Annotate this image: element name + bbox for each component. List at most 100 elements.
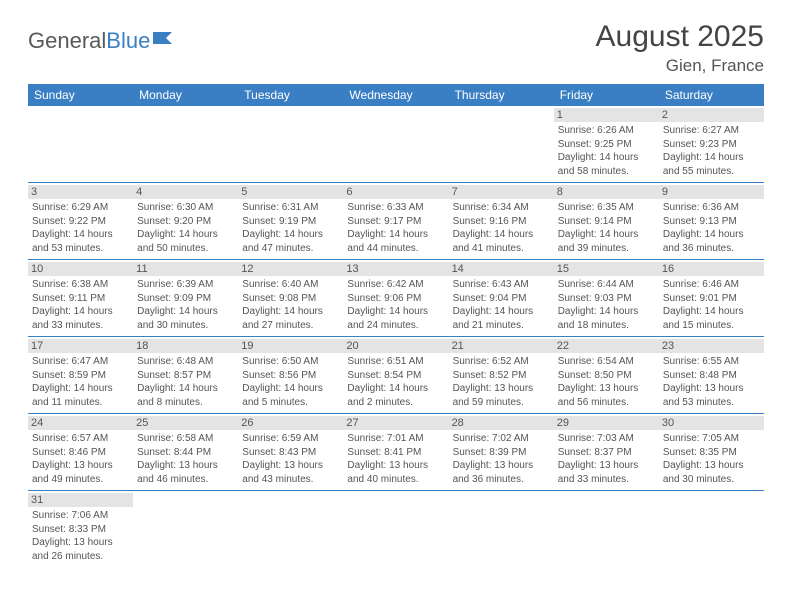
- calendar-cell: 29Sunrise: 7:03 AMSunset: 8:37 PMDayligh…: [554, 414, 659, 491]
- daylight-text: and 21 minutes.: [453, 319, 550, 333]
- sunset-text: Sunset: 9:03 PM: [558, 292, 655, 306]
- sunrise-text: Sunrise: 6:43 AM: [453, 278, 550, 292]
- sunrise-text: Sunrise: 7:02 AM: [453, 432, 550, 446]
- daylight-text: and 44 minutes.: [347, 242, 444, 256]
- daylight-text: Daylight: 14 hours: [32, 228, 129, 242]
- daylight-text: and 58 minutes.: [558, 165, 655, 179]
- calendar-cell: 10Sunrise: 6:38 AMSunset: 9:11 PMDayligh…: [28, 260, 133, 337]
- day-number: 3: [28, 185, 133, 199]
- calendar-cell: 5Sunrise: 6:31 AMSunset: 9:19 PMDaylight…: [238, 183, 343, 260]
- calendar-week: 24Sunrise: 6:57 AMSunset: 8:46 PMDayligh…: [28, 414, 764, 491]
- sunset-text: Sunset: 8:41 PM: [347, 446, 444, 460]
- sunset-text: Sunset: 8:39 PM: [453, 446, 550, 460]
- daylight-text: and 53 minutes.: [663, 396, 760, 410]
- day-header: Tuesday: [238, 84, 343, 106]
- sunset-text: Sunset: 9:25 PM: [558, 138, 655, 152]
- day-number: 5: [238, 185, 343, 199]
- sunrise-text: Sunrise: 6:39 AM: [137, 278, 234, 292]
- day-header: Saturday: [659, 84, 764, 106]
- day-number: 11: [133, 262, 238, 276]
- calendar-cell: [343, 491, 448, 568]
- sunrise-text: Sunrise: 6:27 AM: [663, 124, 760, 138]
- day-number: 15: [554, 262, 659, 276]
- day-number: 2: [659, 108, 764, 122]
- sunset-text: Sunset: 9:04 PM: [453, 292, 550, 306]
- day-header: Friday: [554, 84, 659, 106]
- daylight-text: and 15 minutes.: [663, 319, 760, 333]
- calendar-cell: 23Sunrise: 6:55 AMSunset: 8:48 PMDayligh…: [659, 337, 764, 414]
- sunset-text: Sunset: 8:44 PM: [137, 446, 234, 460]
- calendar-cell: 27Sunrise: 7:01 AMSunset: 8:41 PMDayligh…: [343, 414, 448, 491]
- location: Gien, France: [596, 56, 764, 76]
- day-number: 14: [449, 262, 554, 276]
- calendar-cell: [28, 106, 133, 183]
- daylight-text: Daylight: 13 hours: [242, 459, 339, 473]
- calendar-cell: [449, 106, 554, 183]
- daylight-text: Daylight: 13 hours: [663, 382, 760, 396]
- calendar-cell: [238, 491, 343, 568]
- day-number: 22: [554, 339, 659, 353]
- sunset-text: Sunset: 9:11 PM: [32, 292, 129, 306]
- sunset-text: Sunset: 9:01 PM: [663, 292, 760, 306]
- daylight-text: and 59 minutes.: [453, 396, 550, 410]
- daylight-text: and 30 minutes.: [663, 473, 760, 487]
- sunset-text: Sunset: 9:13 PM: [663, 215, 760, 229]
- daylight-text: Daylight: 13 hours: [453, 382, 550, 396]
- calendar-cell: 14Sunrise: 6:43 AMSunset: 9:04 PMDayligh…: [449, 260, 554, 337]
- daylight-text: and 26 minutes.: [32, 550, 129, 564]
- daylight-text: and 39 minutes.: [558, 242, 655, 256]
- day-number: 24: [28, 416, 133, 430]
- daylight-text: and 30 minutes.: [137, 319, 234, 333]
- day-header: Wednesday: [343, 84, 448, 106]
- sunset-text: Sunset: 8:46 PM: [32, 446, 129, 460]
- sunrise-text: Sunrise: 6:26 AM: [558, 124, 655, 138]
- day-number: 29: [554, 416, 659, 430]
- sunset-text: Sunset: 9:08 PM: [242, 292, 339, 306]
- calendar-cell: 26Sunrise: 6:59 AMSunset: 8:43 PMDayligh…: [238, 414, 343, 491]
- daylight-text: Daylight: 14 hours: [663, 151, 760, 165]
- sunset-text: Sunset: 9:09 PM: [137, 292, 234, 306]
- daylight-text: and 33 minutes.: [32, 319, 129, 333]
- daylight-text: Daylight: 14 hours: [558, 228, 655, 242]
- sunrise-text: Sunrise: 6:57 AM: [32, 432, 129, 446]
- calendar-cell: 12Sunrise: 6:40 AMSunset: 9:08 PMDayligh…: [238, 260, 343, 337]
- daylight-text: Daylight: 14 hours: [663, 305, 760, 319]
- logo-text-1: General: [28, 28, 106, 54]
- day-number: 19: [238, 339, 343, 353]
- logo-flag-icon: [152, 26, 174, 52]
- daylight-text: and 49 minutes.: [32, 473, 129, 487]
- sunrise-text: Sunrise: 6:50 AM: [242, 355, 339, 369]
- daylight-text: and 40 minutes.: [347, 473, 444, 487]
- day-number: 7: [449, 185, 554, 199]
- daylight-text: and 5 minutes.: [242, 396, 339, 410]
- daylight-text: Daylight: 14 hours: [347, 305, 444, 319]
- sunset-text: Sunset: 9:20 PM: [137, 215, 234, 229]
- day-number: 26: [238, 416, 343, 430]
- daylight-text: Daylight: 13 hours: [453, 459, 550, 473]
- calendar-cell: 2Sunrise: 6:27 AMSunset: 9:23 PMDaylight…: [659, 106, 764, 183]
- calendar-cell: 31Sunrise: 7:06 AMSunset: 8:33 PMDayligh…: [28, 491, 133, 568]
- title-block: August 2025 Gien, France: [596, 20, 764, 76]
- daylight-text: and 36 minutes.: [663, 242, 760, 256]
- day-number: 10: [28, 262, 133, 276]
- calendar-cell: 30Sunrise: 7:05 AMSunset: 8:35 PMDayligh…: [659, 414, 764, 491]
- daylight-text: Daylight: 13 hours: [32, 459, 129, 473]
- daylight-text: Daylight: 13 hours: [347, 459, 444, 473]
- daylight-text: and 33 minutes.: [558, 473, 655, 487]
- sunset-text: Sunset: 8:57 PM: [137, 369, 234, 383]
- daylight-text: Daylight: 14 hours: [558, 151, 655, 165]
- calendar-cell: 21Sunrise: 6:52 AMSunset: 8:52 PMDayligh…: [449, 337, 554, 414]
- day-number: 16: [659, 262, 764, 276]
- day-number: 25: [133, 416, 238, 430]
- calendar-cell: 16Sunrise: 6:46 AMSunset: 9:01 PMDayligh…: [659, 260, 764, 337]
- daylight-text: Daylight: 14 hours: [32, 382, 129, 396]
- day-header: Monday: [133, 84, 238, 106]
- day-number: 21: [449, 339, 554, 353]
- calendar-table: SundayMondayTuesdayWednesdayThursdayFrid…: [28, 84, 764, 567]
- calendar-cell: 13Sunrise: 6:42 AMSunset: 9:06 PMDayligh…: [343, 260, 448, 337]
- sunrise-text: Sunrise: 6:40 AM: [242, 278, 339, 292]
- day-number: 23: [659, 339, 764, 353]
- daylight-text: Daylight: 14 hours: [32, 305, 129, 319]
- calendar-week: 10Sunrise: 6:38 AMSunset: 9:11 PMDayligh…: [28, 260, 764, 337]
- calendar-cell: 17Sunrise: 6:47 AMSunset: 8:59 PMDayligh…: [28, 337, 133, 414]
